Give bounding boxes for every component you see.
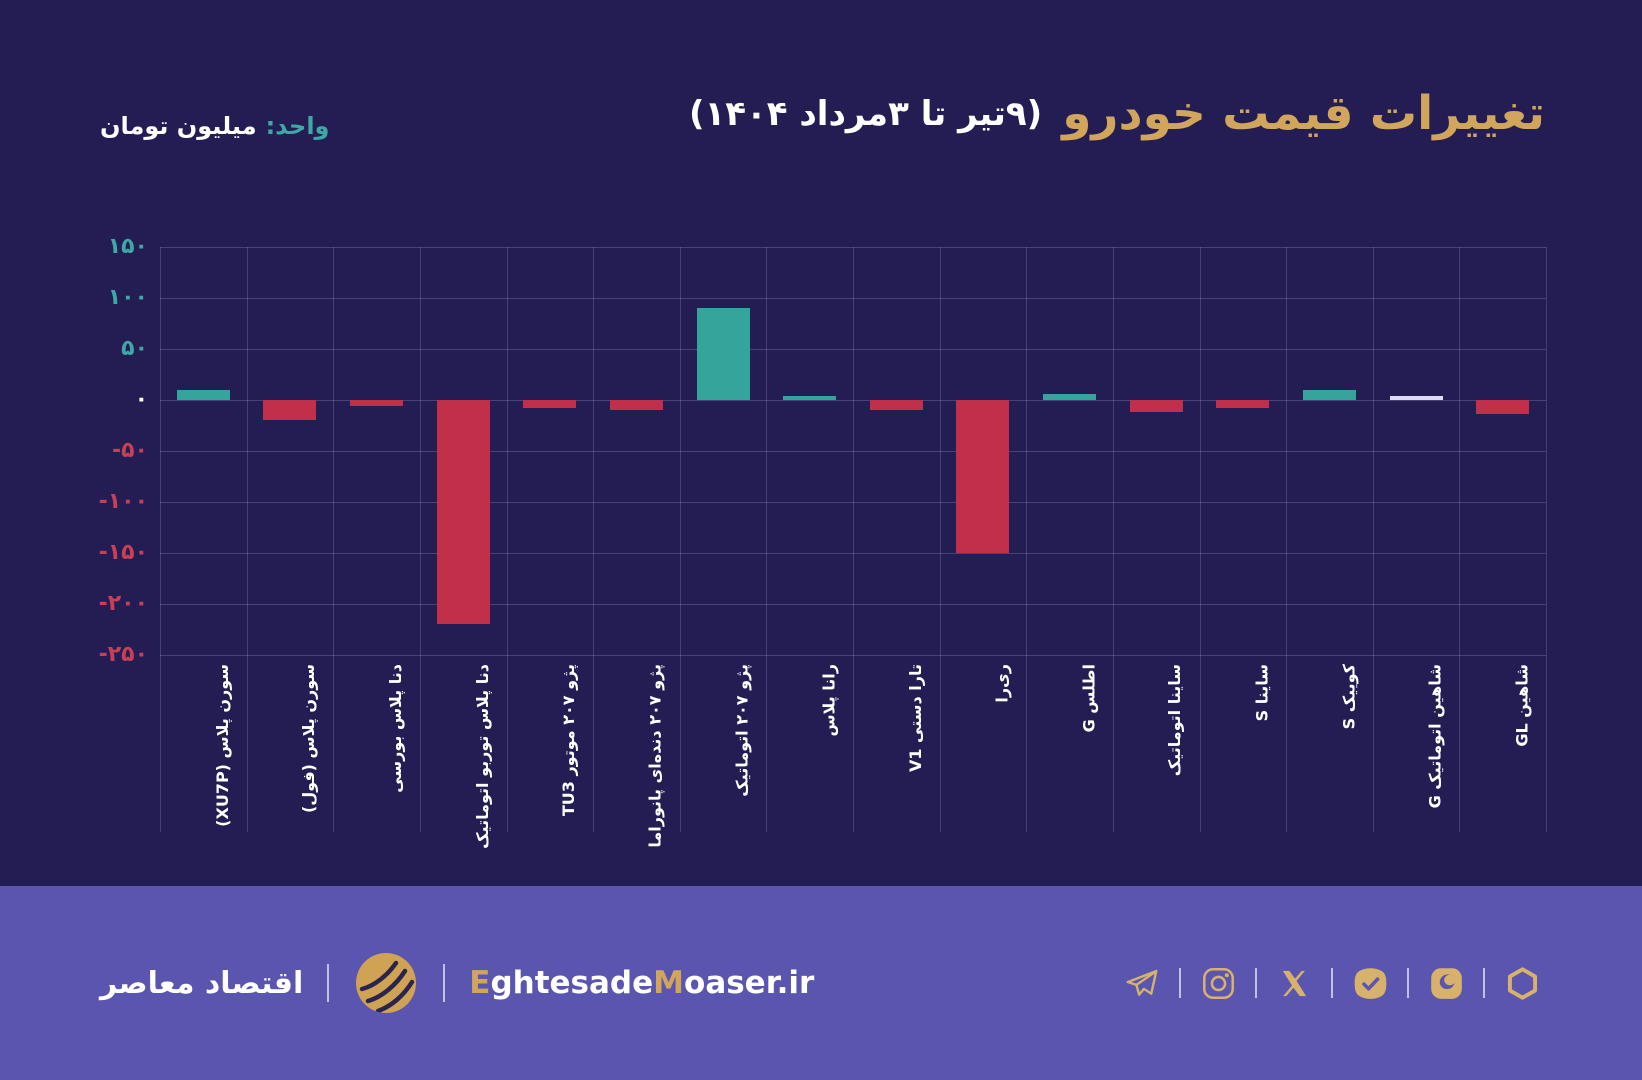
footer-brand-group: اقتصاد معاصر EghtesadeMoaser.ir (100, 886, 814, 1080)
x-category-label: ساینا S (1252, 664, 1272, 722)
title-text: تغییرات قیمت خودرو (1062, 86, 1546, 141)
brand-logo-icon (353, 950, 419, 1016)
divider (1483, 968, 1485, 998)
x-icon[interactable] (1274, 963, 1314, 1003)
gridline-h (160, 400, 1546, 401)
social-icons-row (1122, 886, 1542, 1080)
gridline-v (1199, 247, 1201, 832)
gridline-h (160, 349, 1546, 350)
unit-value: میلیون تومان (100, 112, 257, 140)
gridline-v (939, 247, 941, 832)
divider (1407, 968, 1409, 998)
instagram-icon[interactable] (1198, 963, 1238, 1003)
x-category-label: رانا پلاس (819, 664, 839, 737)
gridline-v (593, 247, 595, 832)
x-category-label: دنا پلاس بورسی (386, 664, 406, 793)
title-date-range: (۹تیر تا ۳مرداد ۱۴۰۴) (688, 93, 1043, 134)
bar-4 (523, 400, 577, 409)
gridline-h (160, 553, 1546, 554)
footer-band: اقتصاد معاصر EghtesadeMoaser.ir (0, 886, 1642, 1080)
divider (1331, 968, 1333, 998)
x-category-label: ری‌را (992, 664, 1012, 703)
website-link-part: .ir (776, 965, 815, 1001)
unit-note: واحد: میلیون تومان (100, 112, 329, 140)
eitaa-icon[interactable] (1426, 963, 1466, 1003)
x-category-label: شاهین GL (1512, 664, 1532, 747)
gridline-v (1459, 247, 1461, 832)
gridline-v (333, 247, 335, 832)
divider (1179, 968, 1181, 998)
divider (1255, 968, 1257, 998)
gridline-h (160, 502, 1546, 503)
x-category-label: پژو ۲۰۷ دنده‌ای پانوراما (645, 664, 665, 848)
website-link-part: E (469, 965, 491, 1001)
gridline-v (1546, 247, 1547, 832)
page-title: تغییرات قیمت خودرو (۹تیر تا ۳مرداد ۱۴۰۴) (688, 86, 1546, 141)
gridline-h (160, 451, 1546, 452)
brand-name-farsi: اقتصاد معاصر (100, 965, 304, 1001)
rubika-icon[interactable] (1502, 963, 1542, 1003)
gridline-v (853, 247, 854, 832)
bar-8 (869, 400, 923, 411)
x-category-label: شاهین اتوماتیک G (1425, 664, 1445, 809)
gridline-v (679, 247, 681, 832)
x-category-label: دنا پلاس توربو اتوماتیک (472, 664, 492, 849)
y-tick-label: -۲۰۰ (98, 591, 148, 616)
website-link-part: ghtesade (490, 965, 654, 1001)
gridline-h (160, 655, 1546, 656)
divider (443, 964, 446, 1002)
bar-2 (350, 400, 404, 407)
gridline-v (160, 247, 161, 832)
bar-12 (1216, 400, 1270, 409)
bar-11 (1129, 400, 1183, 413)
telegram-icon[interactable] (1122, 963, 1162, 1003)
bar-10 (1043, 393, 1097, 400)
x-category-label: سورن پلاس (فول) (299, 664, 319, 814)
gridline-v (1026, 247, 1028, 832)
y-tick-label: ۵۰ (121, 336, 148, 361)
x-category-label: تارا دستی V1 (905, 664, 925, 773)
bar-9 (956, 400, 1010, 553)
bar-7 (783, 395, 837, 400)
y-tick-label: -۲۵۰ (98, 642, 148, 667)
gridline-v (766, 247, 768, 832)
gridline-v (1372, 247, 1374, 832)
bar-13 (1302, 389, 1356, 400)
website-link-part: M (653, 965, 685, 1001)
x-category-label: اطلس G (1079, 664, 1099, 733)
website-link[interactable]: EghtesadeMoaser.ir (469, 965, 814, 1001)
bar-14 (1389, 396, 1443, 400)
y-tick-label: ۱۵۰ (107, 234, 148, 259)
bar-15 (1476, 400, 1530, 415)
bar-3 (436, 400, 490, 625)
gridline-h (160, 247, 1546, 248)
bale-icon[interactable] (1350, 963, 1390, 1003)
website-link-part: oaser (684, 965, 777, 1001)
gridline-v (506, 247, 508, 832)
gridline-v (1112, 247, 1114, 832)
x-category-label: پژو ۲۰۷ اتوماتیک (732, 664, 752, 797)
y-tick-label: ۰ (134, 387, 148, 412)
x-category-label: پژو ۲۰۷ موتور TU3 (559, 664, 579, 817)
bar-0 (176, 389, 230, 400)
y-tick-label: -۱۵۰ (98, 540, 148, 565)
x-category-label: ساینا اتوماتیک (1165, 664, 1185, 777)
y-tick-label: -۱۰۰ (98, 489, 148, 514)
x-category-label: سورن پلاس (XU7P) (212, 664, 232, 827)
gridline-v (246, 247, 248, 832)
bar-5 (609, 400, 663, 411)
y-tick-label: -۵۰ (112, 438, 148, 463)
y-tick-label: ۱۰۰ (107, 285, 148, 310)
gridline-h (160, 298, 1546, 299)
divider (327, 964, 330, 1002)
bar-6 (696, 308, 750, 400)
unit-label: واحد: (265, 112, 330, 140)
gridline-v (1286, 247, 1288, 832)
bar-1 (263, 400, 317, 421)
gridline-h (160, 604, 1546, 605)
gridline-v (419, 247, 421, 832)
x-category-label: کوییک S (1338, 664, 1358, 730)
